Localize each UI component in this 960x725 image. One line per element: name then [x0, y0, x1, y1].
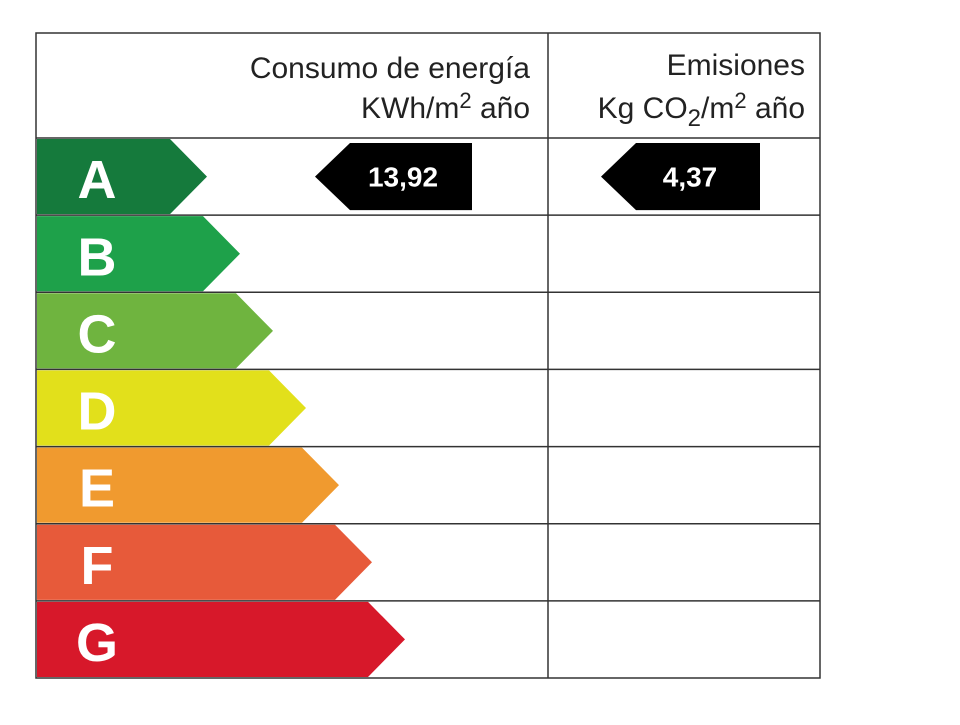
indicator-value: 13,92 — [368, 162, 438, 193]
rating-arrow — [37, 524, 372, 600]
unit-text: KWh/m — [361, 92, 459, 125]
rating-arrow — [37, 216, 240, 292]
frame — [35, 32, 821, 679]
rating-letter: F — [81, 536, 114, 596]
unit-sup: 2 — [734, 88, 746, 113]
unit-text: /m — [701, 92, 734, 125]
energy-title: Consumo de energía — [250, 52, 530, 85]
indicator-arrow — [601, 143, 760, 211]
rating-letter: D — [78, 382, 117, 442]
energy-unit: KWh/m2 año — [361, 88, 530, 125]
rating-letter: B — [78, 227, 117, 287]
rating-arrow — [37, 293, 273, 369]
rating-arrow — [37, 601, 405, 677]
emissions-unit: Kg CO2/m2 año — [598, 88, 805, 132]
emissions-title: Emisiones — [667, 49, 805, 82]
rating-arrow — [37, 139, 207, 215]
unit-sup: 2 — [459, 88, 471, 113]
rating-letter: G — [76, 613, 118, 673]
rating-letter: C — [78, 304, 117, 364]
rating-arrow — [37, 447, 339, 523]
unit-text: Kg CO — [598, 92, 688, 125]
rating-letter: E — [79, 459, 115, 519]
rating-letter: A — [78, 150, 117, 210]
unit-text: año — [472, 92, 530, 125]
indicator-arrow — [315, 143, 472, 211]
unit-sub: 2 — [688, 105, 701, 132]
indicator-value: 4,37 — [663, 162, 718, 193]
rating-arrow — [37, 370, 306, 446]
unit-text: año — [747, 92, 805, 125]
